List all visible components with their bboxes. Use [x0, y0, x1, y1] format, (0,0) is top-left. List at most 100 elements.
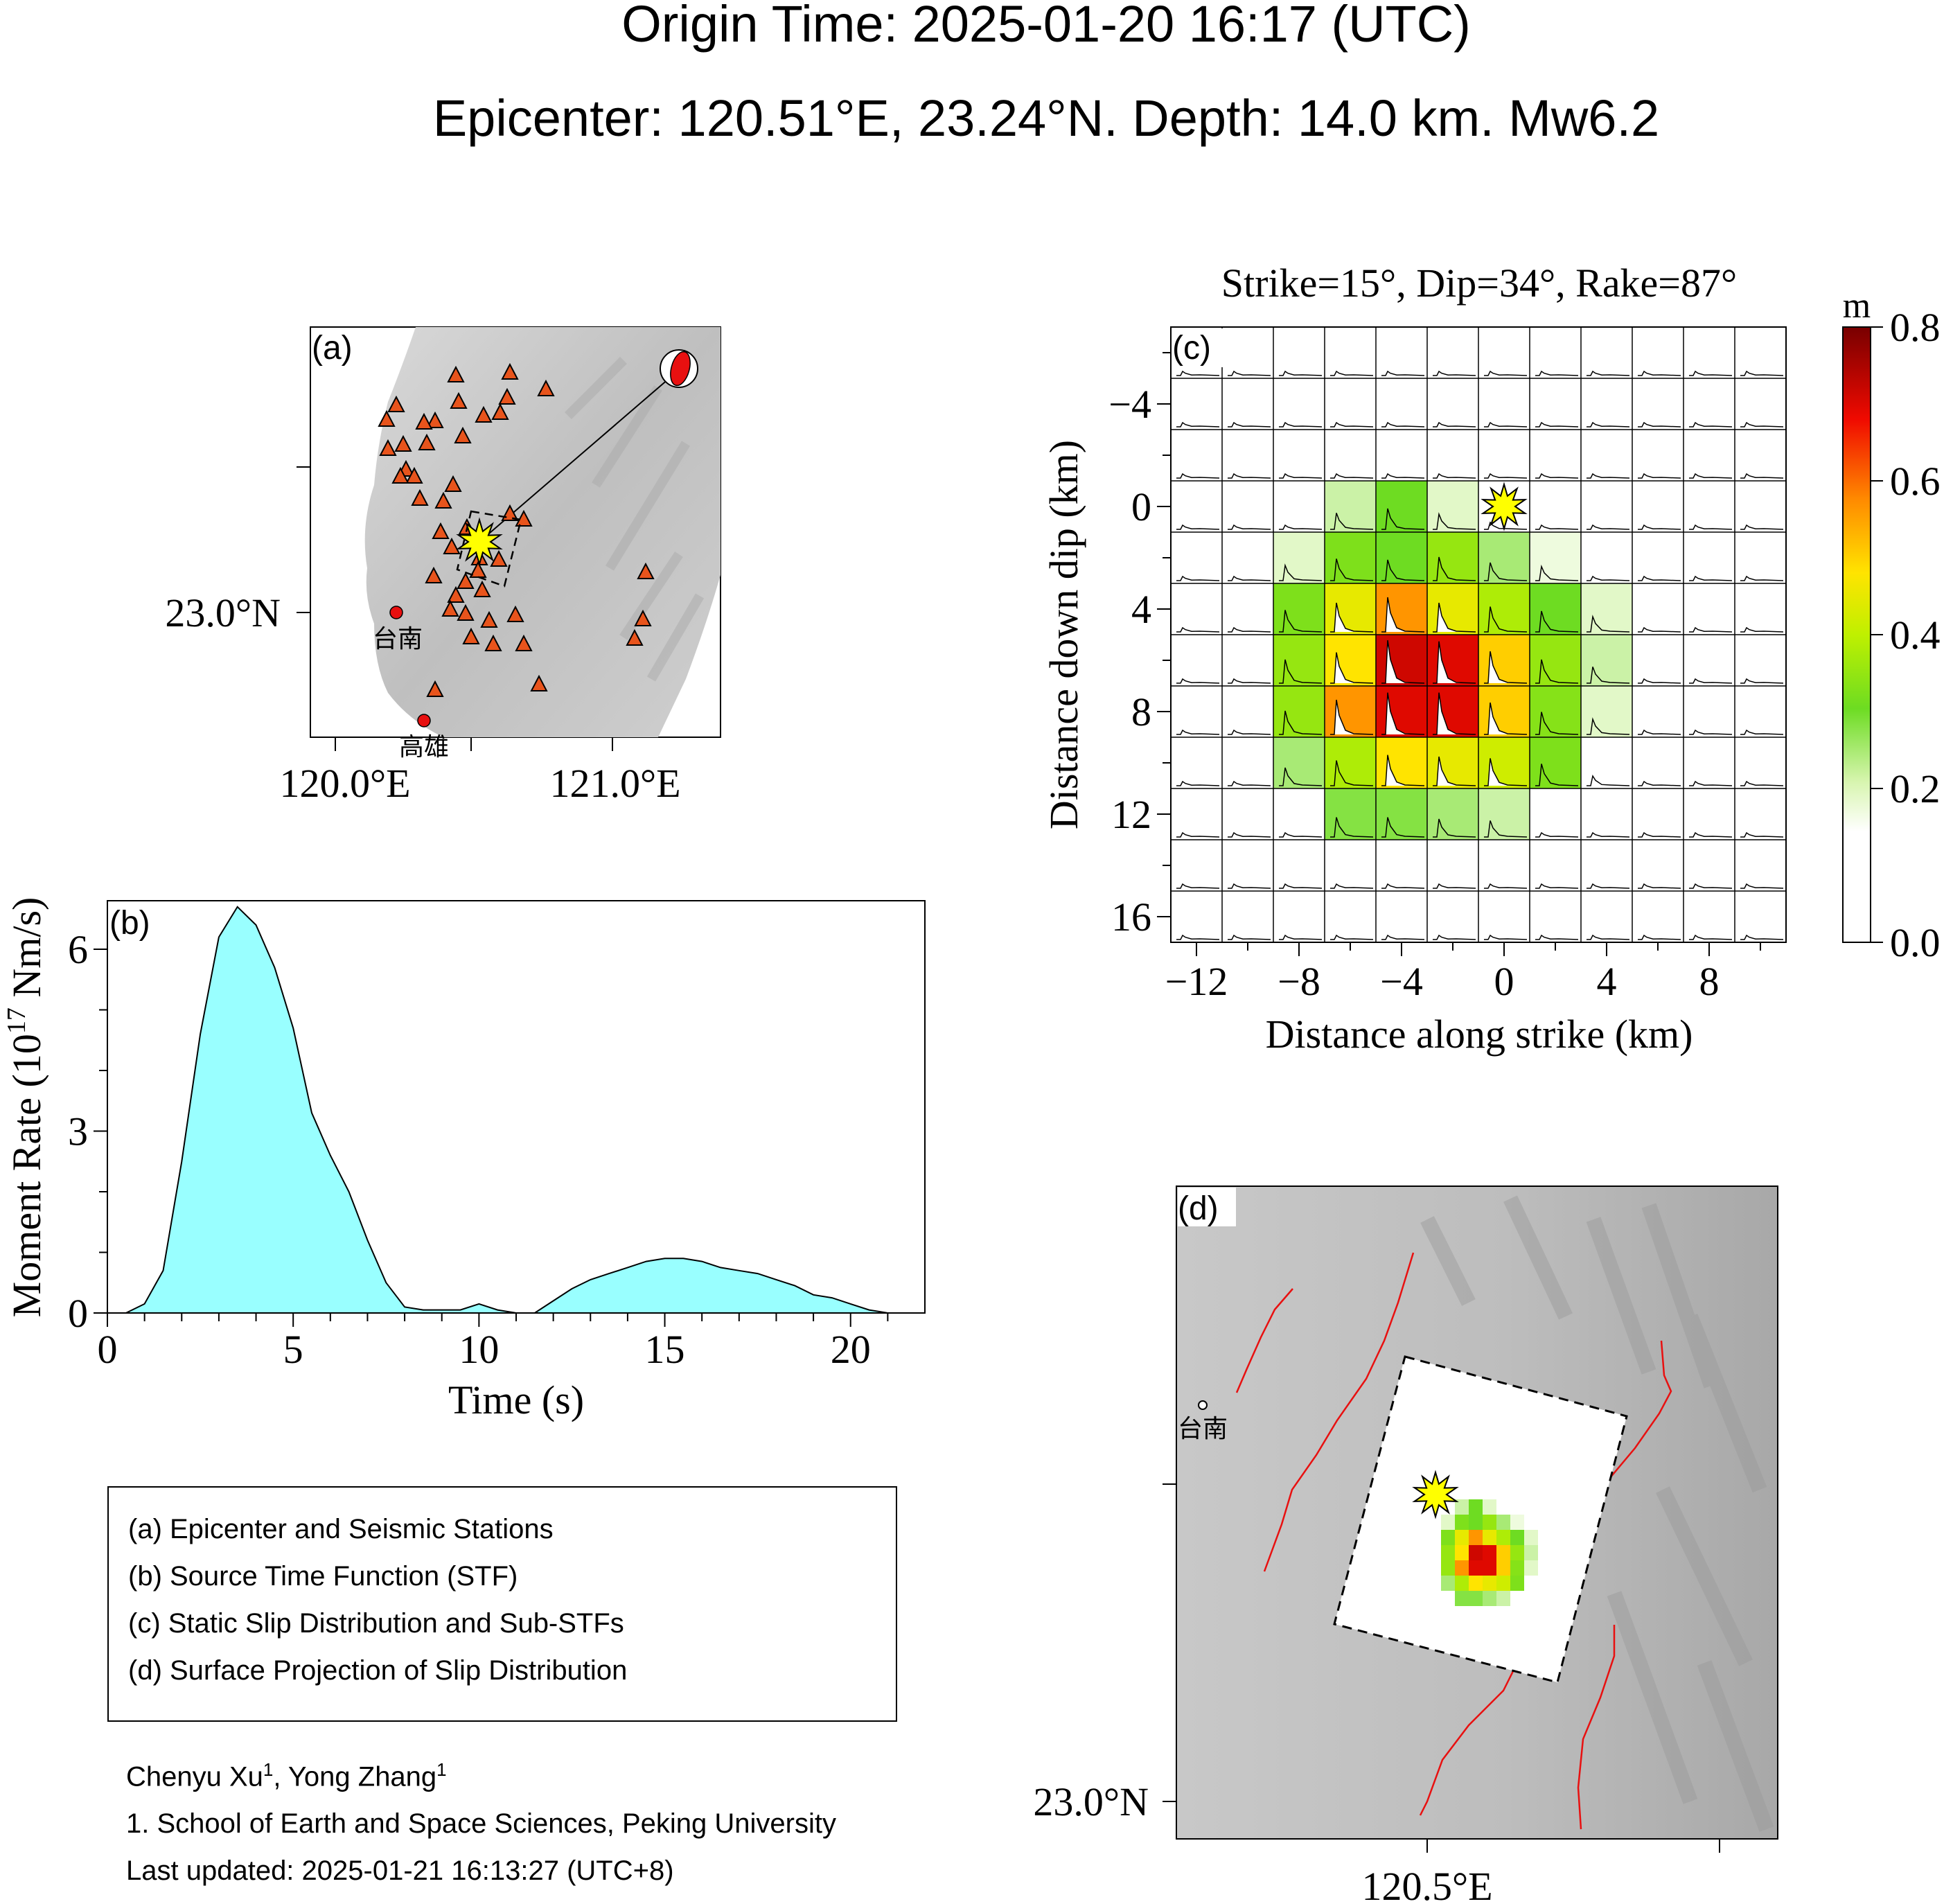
slip-cell	[1530, 532, 1581, 583]
station-marker	[450, 391, 468, 409]
station-marker	[484, 634, 502, 651]
panel-c-title: Strike=15°, Dip=34°, Rake=87°	[1221, 261, 1737, 306]
slip-cell	[1376, 788, 1427, 840]
sub-stf-trace	[1433, 883, 1476, 889]
sub-stf-trace	[1176, 678, 1220, 684]
sub-stf-trace	[1228, 524, 1271, 530]
slip-cell	[1427, 583, 1478, 635]
station-marker	[447, 585, 465, 603]
sub-stf-trace	[1381, 640, 1425, 684]
station-marker	[387, 395, 405, 412]
sub-stf-trace	[1176, 729, 1220, 735]
panel-d-label: (d)	[1178, 1190, 1219, 1227]
panel-a: (a) 台南 高雄 23.0°N 120.0°E 121.0°E	[165, 326, 721, 806]
projected-slip-cell	[1496, 1560, 1510, 1576]
sub-stf-trace	[1484, 820, 1528, 838]
sub-stf-trace	[1279, 659, 1323, 684]
sub-stf-trace	[1228, 626, 1271, 633]
panel-a-label: (a)	[312, 330, 353, 367]
sub-stf-trace	[1381, 508, 1425, 530]
fault-trace	[1263, 1252, 1415, 1572]
sub-stf-trace	[1638, 934, 1681, 940]
projected-slip-cell	[1483, 1576, 1496, 1591]
station-marker	[411, 488, 429, 506]
sub-stf-trace	[1535, 524, 1579, 530]
station-marker	[405, 466, 423, 484]
slip-xtick-label: 8	[1699, 959, 1720, 1004]
sub-stf-trace	[1638, 473, 1681, 479]
projected-slip-cell	[1469, 1591, 1483, 1606]
stf-xtick-label: 5	[283, 1327, 303, 1372]
beachball-compressional-icon	[670, 351, 691, 387]
sub-stf-trace	[1433, 473, 1476, 479]
projected-slip-cell	[1469, 1560, 1483, 1576]
projected-slip-cell	[1496, 1499, 1510, 1515]
station-marker	[637, 562, 655, 579]
panel-d-lon-label: 120.5°E	[1361, 1864, 1492, 1904]
panel-b-axes: 0 5 10 15 20 0 3 6	[68, 927, 889, 1372]
stf-xtick-label: 20	[831, 1327, 871, 1372]
station-marker	[447, 365, 465, 382]
sub-stf-trace	[1484, 758, 1528, 786]
slip-cell	[1530, 686, 1581, 737]
sub-stf-trace	[1176, 626, 1220, 633]
sub-stf-trace	[1330, 558, 1374, 581]
sub-stf-trace	[1228, 883, 1271, 889]
station-marker	[444, 475, 462, 492]
sub-stf-trace	[1535, 564, 1579, 581]
last-updated: Last updated: 2025-01-21 16:13:27 (UTC+8…	[126, 1855, 674, 1887]
sub-stf-trace	[1587, 883, 1630, 889]
station-marker	[515, 634, 533, 651]
sub-stf-trace	[1228, 370, 1271, 376]
slip-ytick-label: 16	[1111, 894, 1151, 940]
station-marker	[394, 434, 412, 452]
sub-stf-trace	[1587, 667, 1630, 684]
slip-grid	[1170, 326, 1787, 943]
sub-stf-trace	[1279, 883, 1323, 889]
station-marker	[415, 412, 433, 430]
sub-stf-trace	[1330, 370, 1374, 376]
sub-stf-trace	[1330, 760, 1374, 786]
sub-stf-trace	[1638, 780, 1681, 786]
fault-plane-outline	[456, 510, 522, 588]
city-kaohsiung-dot	[417, 714, 431, 728]
panel-d: (d) 台南 23.0°N 120.5°E	[1033, 1185, 1778, 1904]
sub-stf-trace	[1433, 421, 1476, 427]
slip-cell	[1376, 737, 1427, 788]
projected-slip-cell	[1455, 1530, 1469, 1545]
sub-stf-trace	[1228, 575, 1271, 581]
projected-slip-cell	[1469, 1499, 1483, 1515]
station-marker	[626, 628, 644, 646]
panel-legend: (a) Epicenter and Seismic Stations (b) S…	[107, 1486, 897, 1722]
colorbar-tick-label: 0.2	[1890, 766, 1941, 811]
station-marker	[480, 610, 498, 628]
author-2-affil: 1	[436, 1759, 447, 1780]
sub-stf-trace	[1228, 729, 1271, 735]
slip-cell	[1478, 686, 1530, 737]
station-marker	[391, 466, 409, 484]
projected-slip-cell	[1455, 1576, 1469, 1591]
slip-cell	[1478, 583, 1530, 635]
colorbar	[1842, 326, 1871, 943]
sub-stf-trace	[1484, 651, 1528, 684]
projected-slip-cell	[1483, 1499, 1496, 1515]
slip-cell	[1273, 635, 1325, 686]
sub-stf-trace	[1740, 524, 1784, 530]
slip-cell	[1530, 583, 1581, 635]
sub-stf-trace	[1279, 563, 1323, 581]
projected-slip-cell	[1510, 1576, 1524, 1591]
slip-cell	[1376, 635, 1427, 686]
sub-stf-trace	[1381, 559, 1425, 581]
sub-stf-trace	[1381, 934, 1425, 940]
sub-stf-trace	[1740, 626, 1784, 633]
slip-xtick-label: −4	[1380, 959, 1423, 1004]
sub-stf-trace	[1176, 575, 1220, 581]
slip-cell	[1325, 583, 1376, 635]
sub-stf-trace	[1228, 831, 1271, 838]
stf-ytick-label: 3	[68, 1109, 88, 1154]
sub-stf-trace	[1689, 421, 1733, 427]
slip-cell	[1478, 635, 1530, 686]
slip-ytick-label: −4	[1108, 382, 1151, 427]
sub-stf-trace	[1638, 883, 1681, 889]
stf-ytick-label: 0	[68, 1291, 88, 1336]
